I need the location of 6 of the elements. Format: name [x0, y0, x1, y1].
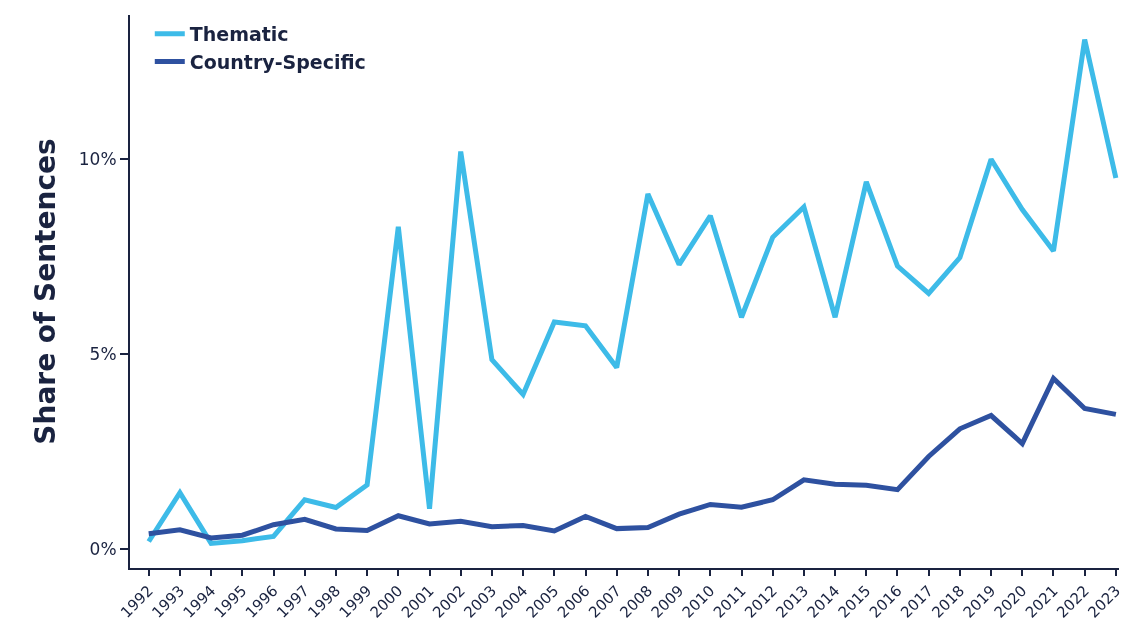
- y-tick-label: 10%: [78, 149, 117, 170]
- legend-label: Thematic: [189, 23, 289, 46]
- legend-label: Country-Specific: [189, 50, 366, 73]
- y-tick-label: 5%: [89, 344, 117, 365]
- y-tick-label: 0%: [89, 539, 117, 560]
- y-axis-title: Share of Sentences: [29, 138, 62, 445]
